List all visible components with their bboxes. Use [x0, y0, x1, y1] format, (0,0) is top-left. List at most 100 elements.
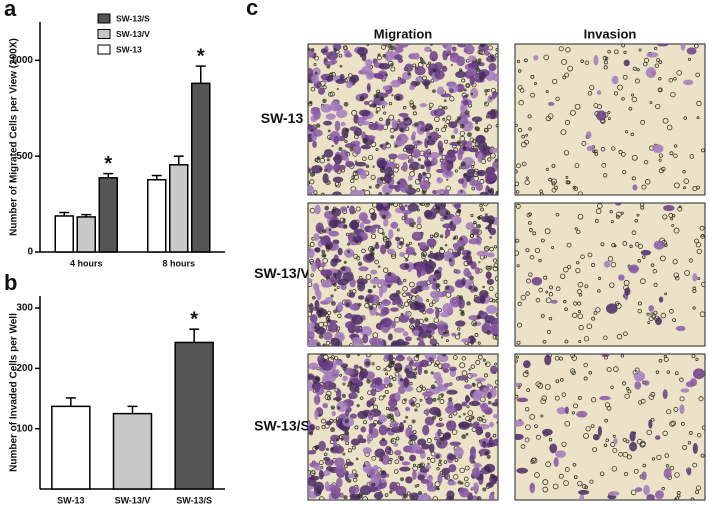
cell	[405, 246, 416, 256]
cell	[425, 408, 430, 416]
cell	[489, 492, 495, 500]
debris	[346, 242, 351, 246]
debris	[484, 213, 488, 217]
pore	[669, 421, 675, 427]
cell	[515, 382, 521, 387]
cell	[405, 371, 416, 379]
pore	[528, 272, 533, 277]
cells	[515, 354, 705, 500]
cell	[360, 144, 371, 150]
pore	[351, 175, 356, 179]
pore	[424, 203, 430, 208]
cell	[495, 190, 498, 195]
debris	[484, 451, 489, 456]
pore	[403, 278, 407, 283]
cell	[395, 354, 405, 362]
debris	[424, 85, 429, 90]
pore	[672, 259, 678, 265]
bar	[169, 164, 189, 253]
pore	[603, 443, 608, 447]
pore	[656, 454, 662, 461]
cell	[346, 81, 353, 89]
cell	[323, 456, 331, 462]
pore	[328, 91, 333, 97]
pore	[416, 484, 420, 487]
debris	[323, 254, 327, 258]
pore	[663, 354, 667, 359]
debris	[333, 288, 337, 292]
pore	[692, 288, 697, 294]
pore	[618, 149, 623, 155]
pore	[630, 93, 634, 97]
pore	[584, 60, 590, 65]
debris	[345, 302, 350, 307]
pore	[364, 302, 370, 309]
cell	[394, 391, 401, 401]
debris	[388, 203, 394, 206]
pore	[465, 83, 471, 89]
pore	[546, 329, 552, 335]
cell	[445, 405, 457, 414]
debris	[318, 334, 324, 339]
debris	[377, 53, 381, 57]
pore	[654, 46, 658, 50]
pore	[521, 141, 527, 148]
bar	[51, 405, 91, 490]
cell	[318, 87, 325, 95]
debris	[382, 157, 385, 160]
debris	[416, 337, 420, 341]
pore	[520, 444, 526, 449]
pore	[518, 99, 524, 106]
pore	[535, 381, 542, 387]
cell	[515, 433, 524, 441]
cell	[493, 413, 498, 419]
debris	[385, 44, 388, 47]
pore	[699, 225, 705, 231]
micrograph	[307, 202, 499, 347]
pore	[318, 460, 324, 466]
cell	[611, 75, 619, 85]
pore	[565, 180, 570, 185]
pore	[371, 362, 375, 366]
cell	[378, 424, 388, 436]
pore	[524, 58, 528, 63]
pore	[409, 281, 415, 288]
pore	[687, 441, 692, 445]
pore	[367, 154, 374, 161]
pore	[631, 96, 638, 103]
pore	[558, 473, 564, 479]
cell	[326, 51, 339, 61]
cell	[397, 153, 409, 160]
cell	[322, 120, 333, 126]
pore	[570, 109, 576, 116]
debris	[461, 434, 467, 440]
debris	[359, 96, 365, 101]
pore	[376, 89, 381, 94]
cell	[334, 369, 341, 374]
debris	[388, 447, 392, 451]
cell	[388, 153, 398, 160]
cell	[358, 212, 368, 222]
cell	[312, 129, 323, 137]
pore	[560, 129, 567, 136]
row-label: SW-13/S	[254, 418, 310, 434]
debris	[468, 368, 471, 371]
debris	[405, 117, 409, 121]
debris	[459, 246, 465, 251]
micrograph	[307, 43, 499, 196]
x-tick-label: SW-13	[57, 495, 84, 505]
pore	[397, 119, 401, 123]
cell	[441, 362, 451, 369]
debris	[488, 112, 491, 115]
debris	[435, 283, 441, 288]
pore	[434, 360, 440, 366]
debris	[316, 342, 321, 346]
pore	[530, 459, 535, 464]
debris	[349, 147, 355, 152]
debris	[379, 144, 384, 148]
pore	[673, 272, 679, 278]
pore	[538, 287, 543, 293]
cell	[411, 131, 417, 137]
pore	[416, 188, 421, 192]
cell	[332, 360, 344, 366]
